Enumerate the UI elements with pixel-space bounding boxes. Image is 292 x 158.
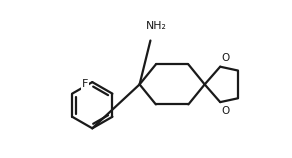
Text: NH₂: NH₂ (146, 21, 167, 31)
Text: F: F (82, 79, 88, 89)
Text: O: O (222, 106, 230, 116)
Text: O: O (222, 53, 230, 63)
